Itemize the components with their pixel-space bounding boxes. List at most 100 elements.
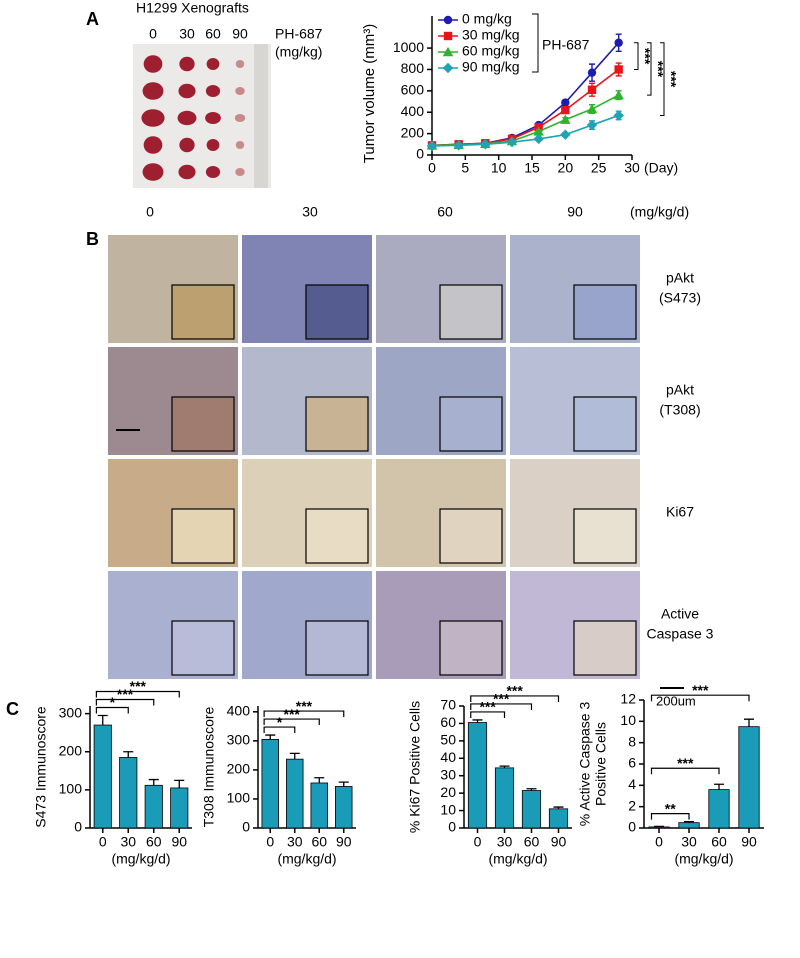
y-tick-label: 0: [448, 819, 456, 835]
y-tick-label: 10: [620, 712, 636, 728]
error-bar: [499, 765, 510, 768]
tumor: [206, 58, 220, 70]
panel-label: B: [86, 229, 99, 249]
y-tick-label: 600: [401, 82, 425, 98]
significance-bracket: [470, 711, 506, 718]
significance-bracket: [95, 706, 129, 714]
significance-label: **: [665, 800, 676, 816]
bar: [648, 826, 670, 829]
y-tick-label: 2: [628, 797, 636, 813]
marker: [561, 98, 570, 107]
dose-label: 0: [149, 26, 157, 42]
ihc-inset: [439, 284, 503, 340]
error-bar: [123, 751, 134, 758]
bar: [494, 767, 515, 829]
x-tick-label: 0: [266, 834, 274, 850]
significance-label: ***: [692, 682, 709, 698]
row-label: Caspase 3: [647, 626, 714, 642]
y-tick-label: 70: [440, 697, 456, 713]
legend-marker: [443, 15, 453, 25]
x-tick-label: 10: [491, 160, 507, 176]
marker: [426, 140, 438, 152]
marker: [506, 136, 518, 148]
significance-label: ***: [650, 61, 666, 78]
tumor: [142, 82, 164, 100]
significance-bracket: [634, 42, 639, 70]
x-tick-label: 90: [551, 834, 567, 850]
y-tick-label: 0: [74, 819, 82, 835]
y-tick-label: 40: [440, 749, 456, 765]
significance-label: *: [277, 714, 283, 730]
x-axis-label: (mg/kg/d): [488, 851, 547, 867]
marker: [533, 126, 544, 136]
marker: [613, 110, 624, 121]
x-tick-label: 30: [287, 834, 303, 850]
marker: [587, 85, 597, 94]
x-axis-label: (Day): [644, 160, 678, 176]
significance-label: ***: [284, 706, 301, 722]
ihc-inset: [171, 508, 235, 564]
legend-bracket: [532, 13, 539, 73]
y-tick-label: 4: [628, 776, 636, 792]
marker: [533, 133, 544, 145]
row-label: Active: [661, 606, 699, 622]
y-tick-label: 200: [59, 742, 83, 758]
bar: [170, 787, 189, 829]
legend-title: PH-687: [542, 37, 590, 53]
row-label: Ki67: [666, 504, 694, 520]
marker: [587, 68, 597, 77]
dose-unit: (mg/kg/d): [630, 204, 689, 220]
error-bar: [553, 806, 564, 809]
significance-label: ***: [130, 678, 147, 694]
tumor: [179, 137, 195, 153]
y-tick-label: 0: [416, 146, 424, 162]
significance-label: ***: [117, 686, 134, 702]
error-bar: [654, 825, 664, 828]
tumor: [178, 164, 196, 180]
significance-bracket: [660, 42, 665, 116]
marker: [560, 114, 571, 124]
legend-label: 60 mg/kg: [462, 43, 520, 59]
significance-label: ***: [479, 699, 496, 715]
dose-label: 90: [567, 204, 583, 220]
y-tick-label: 0: [628, 819, 636, 835]
ihc-inset: [305, 284, 369, 340]
tumor: [141, 109, 165, 127]
tumor: [235, 87, 245, 95]
marker: [561, 105, 570, 115]
x-tick-label: 90: [171, 834, 187, 850]
y-tick-label: 100: [59, 781, 83, 797]
y-tick-label: 100: [227, 790, 251, 806]
y-axis-label: Tumor volume (mm³): [361, 24, 378, 163]
row-label: pAkt: [666, 382, 694, 398]
error-bar: [289, 752, 300, 760]
y-tick-label: 300: [227, 732, 251, 748]
x-tick-label: 60: [711, 834, 727, 850]
y-axis-label: % Active Caspase 3: [577, 702, 593, 827]
bar: [521, 790, 542, 829]
x-tick-label: 0: [655, 834, 663, 850]
ihc-inset: [305, 508, 369, 564]
ihc-inset: [171, 284, 235, 340]
y-tick-label: 200: [227, 761, 251, 777]
dose-label: 0: [146, 204, 154, 220]
dose-label: 30: [302, 204, 318, 220]
x-tick-label: 0: [99, 834, 107, 850]
ihc-inset: [573, 620, 637, 676]
panel-label: A: [86, 9, 99, 29]
compound: PH-687: [275, 26, 323, 42]
ihc-inset: [305, 396, 369, 452]
bar: [467, 722, 488, 829]
marker: [613, 89, 624, 100]
marker: [453, 140, 464, 151]
y-tick-label: 8: [628, 733, 636, 749]
y-tick-label: 300: [59, 704, 83, 720]
tumor: [235, 168, 245, 176]
error-bar: [526, 788, 537, 791]
ihc-inset: [171, 620, 235, 676]
legend-label: 0 mg/kg: [462, 11, 512, 27]
scale-bar-label: 200um: [656, 693, 696, 708]
x-tick-label: 5: [461, 160, 469, 176]
bar: [548, 808, 569, 829]
y-tick-label: 400: [401, 103, 425, 119]
